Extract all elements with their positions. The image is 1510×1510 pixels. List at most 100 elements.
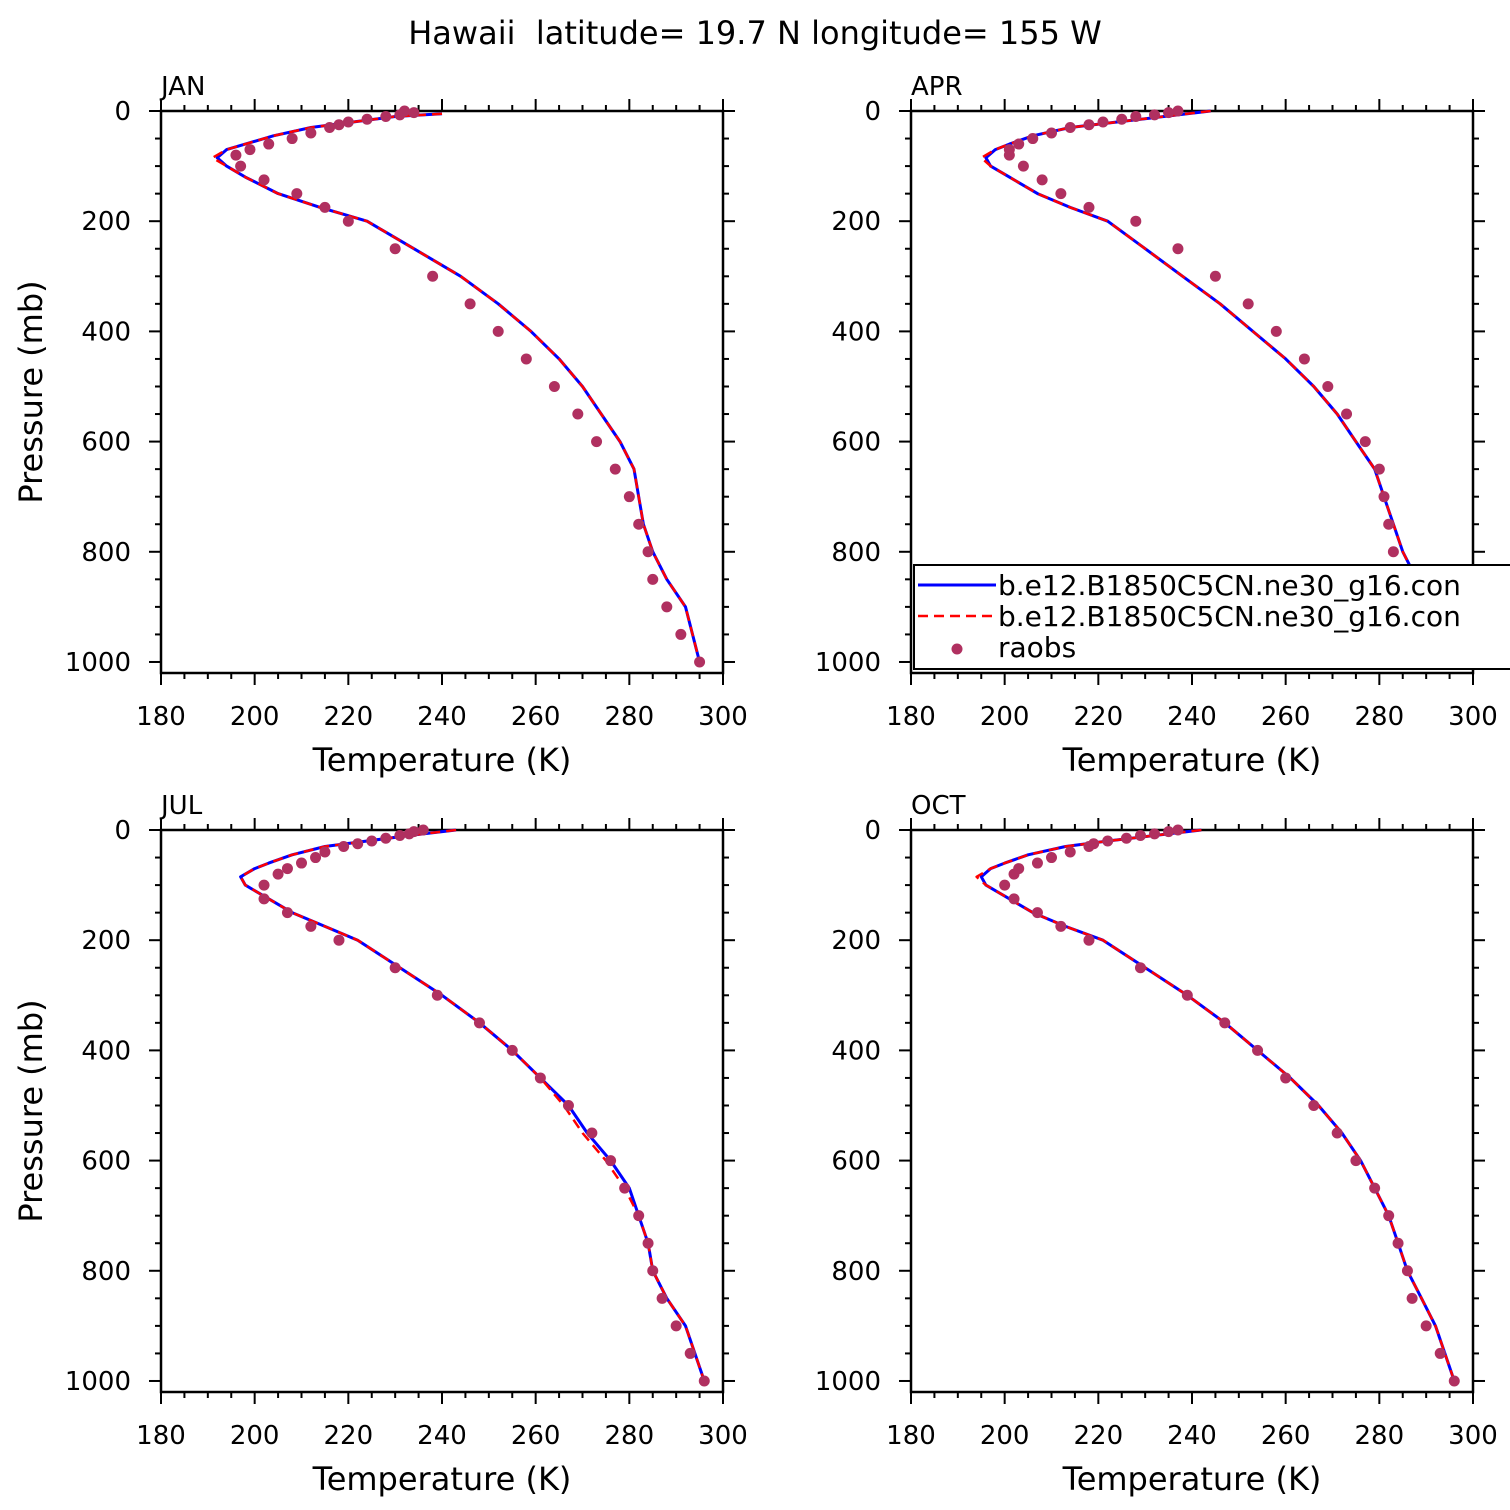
obs-point bbox=[338, 841, 350, 853]
panel-oct: 180 200 220 240 260 280 300 0 200 400 600 800 1000 Te… bbox=[815, 791, 1498, 1498]
model-dashed-line bbox=[211, 112, 701, 663]
obs-point bbox=[684, 1347, 696, 1359]
obs-point bbox=[403, 828, 415, 840]
x-tick-label: 180 bbox=[136, 1421, 186, 1451]
obs-point bbox=[342, 116, 354, 128]
panel-jan: 180 200 220 240 260 280 300 0 200 400 600 800 1000 Te… bbox=[12, 72, 748, 779]
obs-point bbox=[1242, 298, 1254, 310]
obs-point bbox=[281, 907, 293, 919]
obs-point bbox=[305, 920, 317, 932]
model-solid-line bbox=[215, 112, 702, 663]
x-tick-label: 300 bbox=[698, 702, 748, 732]
x-tick-label: 200 bbox=[980, 702, 1030, 732]
obs-point bbox=[534, 1072, 546, 1084]
obs-point bbox=[1055, 188, 1067, 200]
obs-point bbox=[361, 113, 373, 125]
obs-point bbox=[633, 1210, 645, 1222]
obs-point bbox=[272, 868, 284, 880]
obs-point bbox=[492, 325, 504, 337]
y-tick-label: 1000 bbox=[65, 1367, 131, 1397]
y-tick-label: 0 bbox=[114, 97, 131, 127]
obs-point bbox=[562, 1099, 574, 1111]
x-tick-label: 300 bbox=[698, 1421, 748, 1451]
obs-point bbox=[642, 546, 654, 558]
x-axis-label: Temperature (K) bbox=[312, 741, 572, 779]
y-tick-label: 400 bbox=[81, 317, 131, 347]
panel-label: OCT bbox=[911, 791, 966, 821]
obs-point bbox=[1055, 920, 1067, 932]
obs-point bbox=[1434, 1347, 1446, 1359]
obs-point bbox=[431, 989, 443, 1001]
x-tick-label: 180 bbox=[886, 702, 936, 732]
y-tick-label: 0 bbox=[864, 97, 881, 127]
x-tick-label: 240 bbox=[417, 702, 467, 732]
obs-point bbox=[244, 144, 256, 156]
obs-point bbox=[698, 1375, 710, 1387]
y-axis-label: Pressure (mb) bbox=[12, 280, 50, 503]
obs-point bbox=[1083, 841, 1095, 853]
obs-point bbox=[1331, 1127, 1343, 1139]
obs-point bbox=[1172, 105, 1184, 117]
y-tick-label: 800 bbox=[81, 538, 131, 568]
obs-point bbox=[1134, 962, 1146, 974]
obs-point bbox=[1134, 830, 1146, 842]
obs-point bbox=[291, 188, 303, 200]
panel-jul: 180 200 220 240 260 280 300 0 200 400 600 800 1000 Te… bbox=[12, 791, 748, 1498]
obs-point bbox=[1219, 1017, 1231, 1029]
y-tick-label: 1000 bbox=[815, 1367, 881, 1397]
obs-point bbox=[1172, 824, 1184, 836]
x-tick-label: 260 bbox=[1261, 702, 1311, 732]
obs-point bbox=[394, 109, 406, 121]
panel-label: JUL bbox=[159, 791, 203, 821]
obs-point bbox=[1420, 1320, 1432, 1332]
obs-point bbox=[230, 149, 242, 161]
obs-point bbox=[296, 857, 307, 869]
y-tick-label: 1000 bbox=[815, 648, 881, 678]
y-tick-label: 200 bbox=[831, 207, 881, 237]
obs-point bbox=[572, 408, 584, 420]
obs-point bbox=[633, 518, 645, 530]
y-axis-label: Pressure (mb) bbox=[12, 999, 50, 1222]
obs-point bbox=[319, 201, 331, 213]
obs-point bbox=[1013, 138, 1025, 150]
figure-title: Hawaii latitude= 19.7 N longitude= 155 W bbox=[408, 14, 1102, 52]
obs-point bbox=[609, 463, 621, 475]
obs-point bbox=[1163, 107, 1175, 119]
obs-point bbox=[380, 832, 392, 844]
obs-point bbox=[408, 107, 420, 119]
x-tick-label: 240 bbox=[1167, 702, 1217, 732]
obs-point bbox=[1181, 989, 1193, 1001]
y-tick-label: 800 bbox=[81, 1257, 131, 1287]
x-tick-label: 180 bbox=[886, 1421, 936, 1451]
obs-point bbox=[619, 1182, 631, 1194]
model-solid-line bbox=[239, 828, 706, 1382]
obs-point bbox=[464, 298, 476, 310]
obs-point bbox=[1046, 852, 1057, 864]
obs-point bbox=[623, 491, 635, 503]
obs-point bbox=[1083, 934, 1095, 946]
legend-label: b.e12.B1850C5CN.ne30_g16.con bbox=[998, 569, 1461, 602]
obs-point bbox=[1008, 893, 1020, 905]
obs-point bbox=[1031, 907, 1043, 919]
x-tick-label: 260 bbox=[511, 702, 561, 732]
obs-point bbox=[389, 962, 401, 974]
obs-point bbox=[1003, 149, 1015, 161]
obs-point bbox=[427, 270, 439, 282]
obs-point bbox=[1280, 1072, 1292, 1084]
plot-frame bbox=[159, 828, 725, 1394]
x-tick-label: 280 bbox=[605, 1421, 655, 1451]
obs-point bbox=[1341, 408, 1353, 420]
obs-point bbox=[1027, 133, 1039, 145]
obs-point bbox=[1406, 1292, 1418, 1304]
obs-point bbox=[333, 934, 345, 946]
obs-point bbox=[1350, 1155, 1362, 1167]
obs-point bbox=[1270, 325, 1282, 337]
x-tick-label: 240 bbox=[417, 1421, 467, 1451]
obs-point bbox=[694, 656, 706, 668]
x-axis-label: Temperature (K) bbox=[1062, 1460, 1322, 1498]
x-tick-label: 200 bbox=[230, 1421, 280, 1451]
model-dashed-line bbox=[975, 828, 1456, 1382]
legend: b.e12.B1850C5CN.ne30_g16.conb.e12.B1850C… bbox=[913, 564, 1510, 670]
y-tick-label: 200 bbox=[831, 926, 881, 956]
